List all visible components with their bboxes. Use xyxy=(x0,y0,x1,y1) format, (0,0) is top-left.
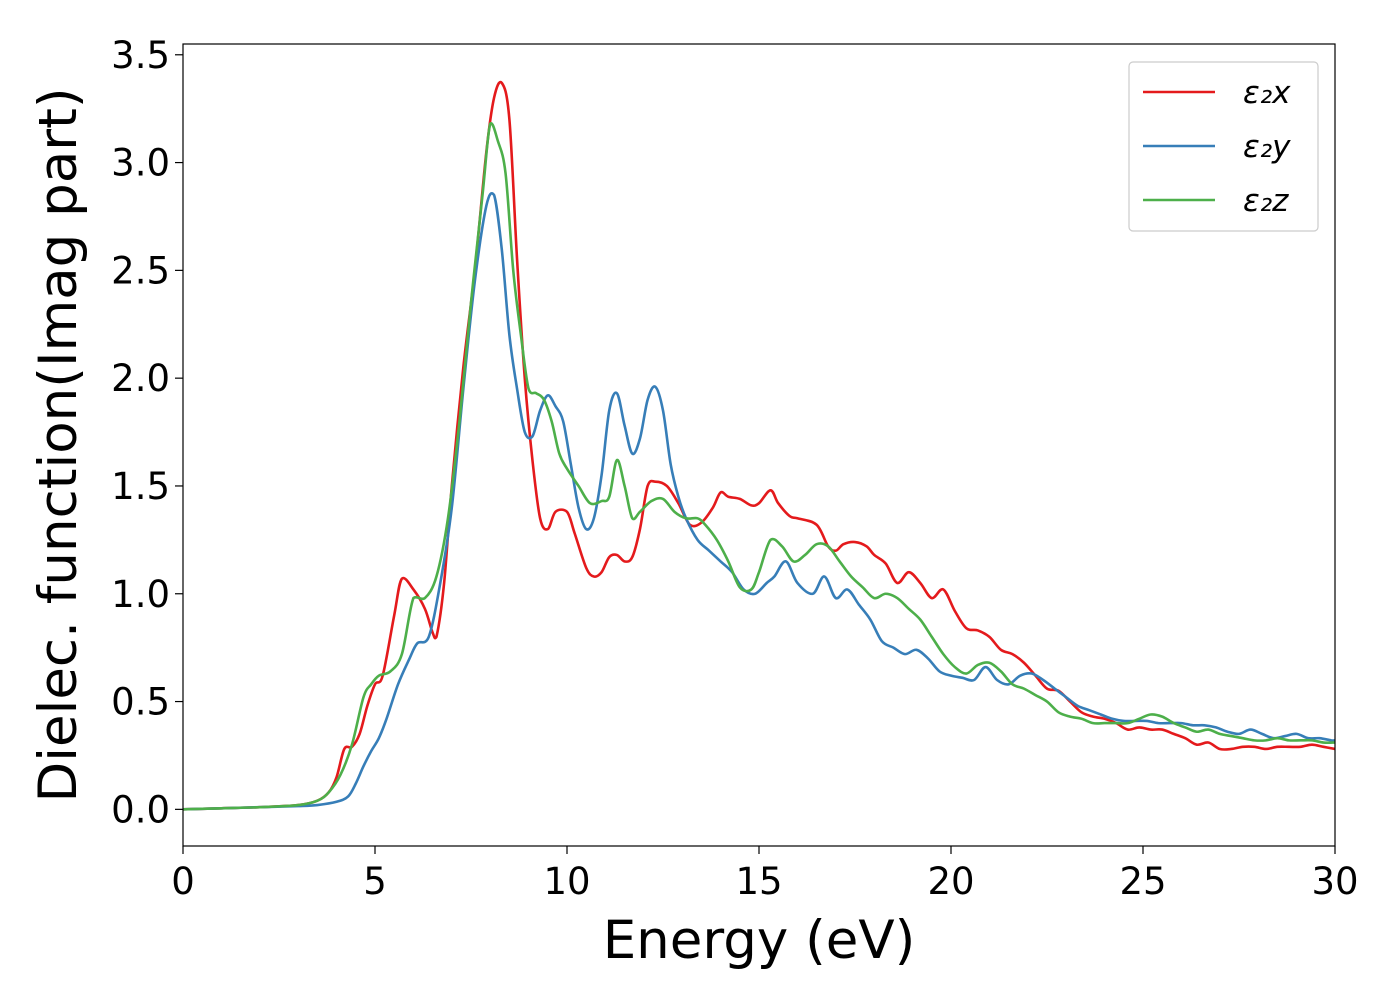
legend-label-2: ε₂y xyxy=(1243,129,1291,165)
legend-box xyxy=(1128,61,1319,232)
y-axis-label: Dielec. function(Imag part) xyxy=(28,87,89,802)
legend-label-3: ε₂z xyxy=(1243,183,1289,219)
plot-lines xyxy=(183,80,1335,811)
y-tick-label: 0.0 xyxy=(111,788,170,831)
x-tick-label: 15 xyxy=(735,860,782,903)
y-tick-label: 2.5 xyxy=(111,249,170,292)
x-axis-label: Energy (eV) xyxy=(603,910,916,971)
y-tick-label: 1.0 xyxy=(111,573,170,616)
y-tick-label: 1.5 xyxy=(111,465,170,508)
series-line-3 xyxy=(183,122,1335,811)
y-axis-ticks: 0.0 0.5 1.0 1.5 2.0 2.5 3.0 3.5 xyxy=(111,34,183,831)
x-tick-label: 0 xyxy=(171,860,195,903)
legend: ε₂x ε₂y ε₂z xyxy=(1128,61,1319,232)
x-tick-label: 25 xyxy=(1119,860,1166,903)
x-tick-label: 30 xyxy=(1311,860,1358,903)
x-tick-label: 20 xyxy=(927,860,974,903)
x-tick-label: 10 xyxy=(543,860,590,903)
series-line-1 xyxy=(183,80,1335,811)
y-tick-label: 3.5 xyxy=(111,34,170,77)
y-tick-label: 3.0 xyxy=(111,142,170,185)
y-tick-label: 0.5 xyxy=(111,681,170,724)
y-tick-label: 2.0 xyxy=(111,357,170,400)
legend-entries: ε₂x ε₂y ε₂z xyxy=(1143,75,1291,219)
legend-label-1: ε₂x xyxy=(1243,75,1291,111)
x-tick-label: 5 xyxy=(363,860,387,903)
x-axis-ticks: 0 5 10 15 20 25 30 xyxy=(171,846,1359,903)
